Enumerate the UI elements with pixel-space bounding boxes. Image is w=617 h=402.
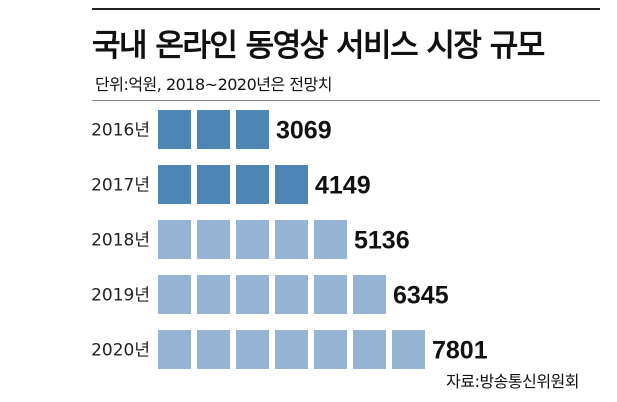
bar-row: 2017년 4149 — [91, 165, 371, 204]
bar-segment — [275, 220, 308, 259]
category-label: 2020년 — [91, 341, 150, 361]
bar-row: 2016년 3069 — [91, 110, 332, 149]
category-label: 2018년 — [91, 231, 150, 251]
bar-segment — [197, 330, 230, 369]
value-label: 7801 — [432, 337, 488, 365]
bar-segment — [353, 330, 386, 369]
bar-row: 2020년 7801 — [91, 330, 488, 369]
bar-segment — [158, 165, 191, 204]
value-label: 4149 — [315, 172, 371, 200]
bar-segment — [158, 110, 191, 149]
bar-segment — [197, 165, 230, 204]
source-note: 자료:방송통신위원회 — [446, 372, 579, 391]
bar-segment — [236, 110, 269, 149]
bar-segment — [275, 275, 308, 314]
category-label: 2019년 — [91, 286, 150, 306]
value-label: 5136 — [354, 227, 410, 255]
bar-segment — [314, 275, 347, 314]
value-label: 3069 — [276, 117, 332, 145]
bar-segment — [158, 330, 191, 369]
bar-segment — [236, 275, 269, 314]
bar-segment — [197, 275, 230, 314]
bar-segment — [236, 330, 269, 369]
bar-segment — [236, 220, 269, 259]
unit-note: 단위:억원, 2018~2020년은 전망치 — [95, 75, 332, 94]
chart-title: 국내 온라인 동영상 서비스 시장 규모 — [92, 28, 545, 64]
bar-segment — [392, 330, 425, 369]
bar-segment — [236, 165, 269, 204]
title-rule — [92, 100, 600, 101]
bar-row: 2018년 5136 — [91, 220, 410, 259]
top-rule — [92, 8, 600, 10]
bar-segment — [314, 220, 347, 259]
value-label: 6345 — [393, 282, 449, 310]
bar-segment — [158, 220, 191, 259]
bar-segment — [314, 330, 347, 369]
bar-segment — [275, 330, 308, 369]
bar-row: 2019년 6345 — [91, 275, 449, 314]
bar-segment — [197, 110, 230, 149]
category-label: 2017년 — [91, 176, 150, 196]
category-label: 2016년 — [91, 121, 150, 141]
bar-segment — [158, 275, 191, 314]
bar-segment — [197, 220, 230, 259]
bar-segment — [353, 275, 386, 314]
bar-segment — [275, 165, 308, 204]
